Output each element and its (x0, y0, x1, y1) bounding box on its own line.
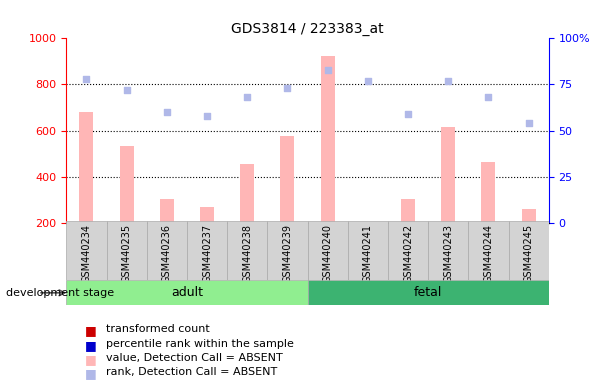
Bar (200, 207, 214, 223)
Point (283, 85, 292, 91)
Text: GSM440242: GSM440242 (403, 224, 413, 283)
Bar (160, 199, 174, 223)
Point (162, 109, 172, 115)
Text: GSM440237: GSM440237 (202, 224, 212, 283)
Point (81, 76, 91, 82)
Title: GDS3814 / 223383_at: GDS3814 / 223383_at (231, 22, 384, 36)
Bar (80, 112, 93, 223)
Bar (469, 221, 508, 280)
Bar (308, 221, 348, 280)
Bar (401, 199, 415, 223)
Point (323, 67, 332, 73)
Text: percentile rank within the sample: percentile rank within the sample (106, 339, 294, 349)
Bar (147, 221, 187, 280)
Text: fetal: fetal (414, 286, 443, 299)
Bar (240, 164, 254, 223)
Text: development stage: development stage (6, 288, 114, 298)
Bar (66, 221, 107, 280)
Bar (107, 221, 147, 280)
Bar (227, 221, 267, 280)
Text: rank, Detection Call = ABSENT: rank, Detection Call = ABSENT (106, 367, 277, 377)
Text: GSM440236: GSM440236 (162, 224, 172, 283)
Bar (321, 56, 335, 223)
Text: transformed count: transformed count (106, 324, 209, 334)
Bar (280, 136, 294, 223)
Bar (522, 209, 535, 223)
Text: GSM440235: GSM440235 (122, 224, 131, 283)
Point (524, 120, 534, 126)
Bar (119, 146, 134, 223)
Point (122, 87, 131, 93)
Bar (348, 221, 388, 280)
Text: GSM440240: GSM440240 (323, 224, 333, 283)
Point (363, 78, 373, 84)
Text: ■: ■ (84, 353, 96, 366)
Text: GSM440245: GSM440245 (523, 224, 534, 283)
Text: GSM440241: GSM440241 (363, 224, 373, 283)
Point (403, 111, 413, 117)
Bar (388, 221, 428, 280)
Text: GSM440238: GSM440238 (242, 224, 252, 283)
Text: GSM440234: GSM440234 (81, 224, 92, 283)
Text: ■: ■ (84, 339, 96, 352)
Text: GSM440244: GSM440244 (484, 224, 493, 283)
Text: GSM440239: GSM440239 (282, 224, 292, 283)
Text: ■: ■ (84, 367, 96, 380)
Bar (66, 280, 308, 305)
Bar (267, 221, 308, 280)
Bar (428, 221, 469, 280)
Point (443, 78, 453, 84)
Text: value, Detection Call = ABSENT: value, Detection Call = ABSENT (106, 353, 282, 363)
Bar (441, 127, 455, 223)
Point (242, 94, 252, 101)
Text: GSM440243: GSM440243 (443, 224, 453, 283)
Point (202, 113, 212, 119)
Bar (508, 221, 549, 280)
Bar (481, 162, 496, 223)
Text: adult: adult (171, 286, 203, 299)
Bar (308, 280, 549, 305)
Point (484, 94, 493, 101)
Bar (187, 221, 227, 280)
Text: ■: ■ (84, 324, 96, 338)
